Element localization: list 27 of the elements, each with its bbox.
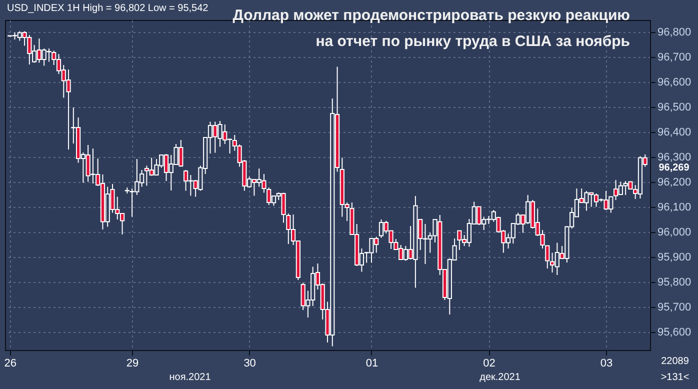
x-tick-label: 03 xyxy=(600,358,613,370)
text: дек.2021 xyxy=(480,372,521,383)
y-tick-label: 96,000 xyxy=(658,226,692,238)
y-tick-label: 96,300 xyxy=(658,151,692,164)
y-tick-label: 96,600 xyxy=(658,76,692,88)
chart-subtitle: USD_INDEX 1H High = 96,802 Low = 95,542 xyxy=(7,3,209,14)
y-tick-label: 96,500 xyxy=(658,101,692,114)
y-tick-label: 95,600 xyxy=(658,326,692,338)
y-tick-label: 96,100 xyxy=(658,201,692,214)
candlestick xyxy=(545,245,550,269)
x-tick-label: 29 xyxy=(126,358,139,370)
y-tick-label: 96,200 xyxy=(658,176,692,188)
y-tick-label: 96,700 xyxy=(658,51,692,64)
text: ноя.2021 xyxy=(169,372,212,383)
y-tick-label: 96,800 xyxy=(658,26,692,38)
x-tick-label: 30 xyxy=(244,358,256,370)
x-tick-label: 01 xyxy=(366,358,378,370)
x-tick-label: 26 xyxy=(4,358,17,370)
y-tick-label: 95,900 xyxy=(658,251,692,264)
text: 22089 xyxy=(661,356,690,367)
y-tick-label: 96,400 xyxy=(658,126,692,138)
text: >131< xyxy=(660,372,690,383)
y-tick-label: 95,800 xyxy=(658,276,692,288)
chart-title: Доллар может продемонстрировать резкую реакцию на отчет по рынку труда в США за ноябрь xyxy=(232,7,630,50)
x-tick-label: 02 xyxy=(483,358,496,370)
text: 96,269 xyxy=(658,162,690,174)
y-tick-label: 95,700 xyxy=(658,301,692,314)
